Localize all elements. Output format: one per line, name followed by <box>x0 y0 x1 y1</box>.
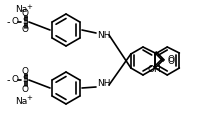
Text: S: S <box>22 18 28 26</box>
Text: -: - <box>7 17 11 27</box>
Text: O: O <box>22 8 29 18</box>
Text: O: O <box>22 26 29 34</box>
Text: +: + <box>26 95 32 101</box>
Text: Na: Na <box>15 97 27 106</box>
Text: Na: Na <box>15 5 27 15</box>
Text: -: - <box>7 75 11 85</box>
Text: NH: NH <box>97 79 110 88</box>
Text: +: + <box>26 4 32 10</box>
Text: O: O <box>11 18 18 26</box>
Text: O: O <box>11 76 18 84</box>
Text: S: S <box>22 76 28 84</box>
Text: O: O <box>167 57 174 65</box>
Text: OH: OH <box>148 65 162 75</box>
Text: O: O <box>22 67 29 76</box>
Text: O: O <box>167 56 174 64</box>
Text: O: O <box>22 84 29 94</box>
Text: NH: NH <box>97 31 110 41</box>
